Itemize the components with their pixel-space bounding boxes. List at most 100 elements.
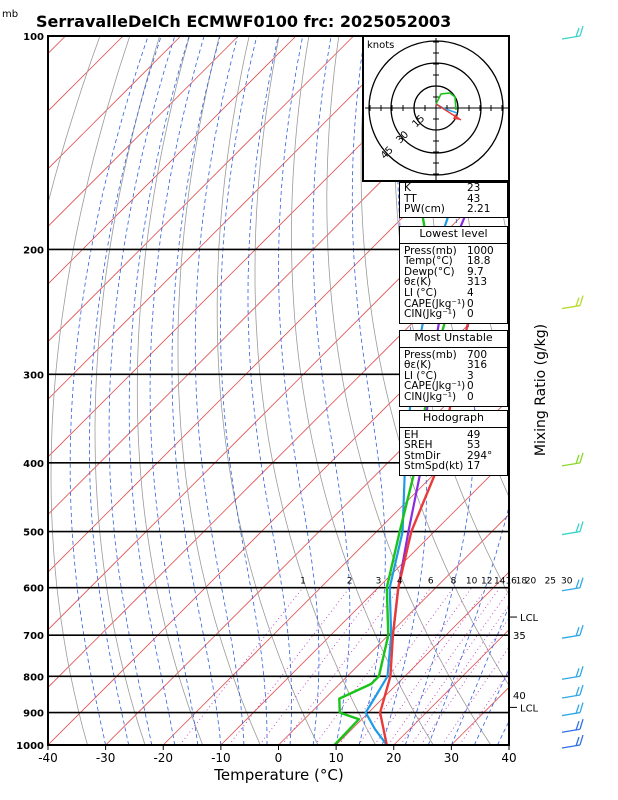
wind-barb [561,702,584,717]
dry-adiabat-line [136,36,204,745]
y-axis-right-title: Mixing Ratio (g/kg) [533,324,549,456]
moist-adiabat-line [89,36,162,745]
wind-barb-flag [579,702,584,713]
row-label: Press(mb) [404,348,457,361]
mixing-ratio-label: 6 [428,577,434,587]
x-tick-label: 30 [444,751,459,765]
wind-barb-flag [579,624,584,636]
isotherm-line [48,36,297,285]
mixing-ratio-label: 2 [347,577,353,587]
row-value: 9.7 [467,265,484,278]
hodograph-table-row: StmSpd(kt) 17 [400,461,507,472]
wind-barb-flag [575,721,580,731]
x-tick-label: -20 [153,751,173,765]
isotherm-line [278,513,509,745]
mixing-ratio-label: 20 [525,577,537,587]
isotherm-line [48,36,182,170]
dry-adiabat-line [578,36,618,745]
wind-barb-flag [575,579,580,589]
dry-adiabat-line [94,36,161,745]
wind-barb-flag [575,297,580,307]
moist-adiabat-line [247,36,292,745]
row-value: 316 [467,359,488,372]
wind-barb-staff [561,587,581,592]
row-label: CAPE(Jkg⁻¹) [404,297,466,310]
wind-barb-flag [579,719,584,730]
mixing-ratio-label: 14 [494,577,506,587]
x-tick-label: 10 [328,751,343,765]
wind-barb-staff [561,462,581,467]
chart-title: SerravalleDelCh ECMWF0100 frc: 202505200… [36,12,451,31]
mixing-ratio-label: 10 [466,577,478,587]
k-value: 23 [467,182,481,194]
dry-adiabat-line [326,36,492,745]
wind-barb-flag [575,27,580,38]
wind-barb-staff [561,711,581,717]
x-tick-label: -10 [211,751,231,765]
wind-barb-flag [579,734,584,746]
row-value: 4 [467,286,474,299]
x-tick-label: 40 [501,751,516,765]
wind-barb-staff [561,304,581,310]
mixing-ratio-label: 3 [376,577,382,587]
wind-barb-flag [579,666,584,677]
x-tick-label: -40 [38,751,58,765]
wind-barb-flag [579,684,584,696]
wind-barb [561,25,584,40]
k-label: K [404,182,411,194]
row-label: Dewp(°C) [404,265,455,278]
row-label: Temp(°C) [404,255,453,268]
wind-barb-staff [561,694,581,699]
row-value: 49 [467,428,481,441]
wind-barb-staff [561,530,581,536]
moist-adiabat-line [69,36,149,745]
wind-barb-flag [579,577,584,588]
x-tick-label: 0 [275,751,283,765]
row-label: CAPE(Jkg⁻¹) [404,380,466,393]
row-value: 0 [467,380,474,393]
lowest-level-row: LI (°C) 4 [400,288,507,299]
pressure-tick-label: 500 [23,528,44,539]
isotherm-line [48,36,239,227]
wind-barb-flag [575,736,580,747]
moist-adiabat-line [220,36,268,745]
most-unstable-row: θε(K) 316 [400,360,507,371]
hodograph-unit: knots [367,40,394,51]
dry-adiabat-line [360,36,509,687]
wind-barb-flag [575,626,580,637]
pressure-tick-label: 1000 [16,741,44,752]
moist-adiabat-line [149,36,205,745]
wind-barb-flag [579,25,584,37]
theta-e-label: 35 [513,631,526,642]
x-tick-label: -30 [96,751,116,765]
mixing-ratio-line [357,587,473,745]
row-label: θε(K) [404,359,432,372]
dry-adiabat-line [216,36,319,745]
mixing-ratio-line [259,587,379,745]
dry-adiabat-line [48,36,101,205]
row-label: StmDir [404,449,441,462]
row-value: 3 [467,369,474,382]
mixing-ratio-line [410,604,509,745]
mixing-ratio-line [228,587,350,745]
pw-label: PW(cm) [404,203,445,216]
wind-barbs [561,25,584,749]
moist-adiabat-line [108,36,176,745]
wind-barb [561,734,584,749]
moist-adiabat-line [128,36,190,745]
lowest-level-row: Dewp(°C) 9.7 [400,267,507,278]
most-unstable-row: Press(mb) 700 [400,348,507,361]
pw-value: 2.21 [467,203,491,216]
row-value: 1000 [467,244,494,257]
dry-adiabat-line [254,36,376,745]
x-tick-label: 20 [386,751,401,765]
mixing-ratio-label: 8 [451,577,457,587]
lowest-level-row: Temp(°C) 18.8 [400,256,507,267]
hodograph-table: Hodograph EH 49 SREH 53 StmDir 294° StmSpd(kt)… [399,410,508,476]
wind-barb [561,719,584,733]
wind-barb-staff [561,728,581,733]
pressure-tick-label: 300 [23,370,44,381]
wind-barb-flag [575,668,580,678]
mixing-ratio-line [459,670,509,745]
